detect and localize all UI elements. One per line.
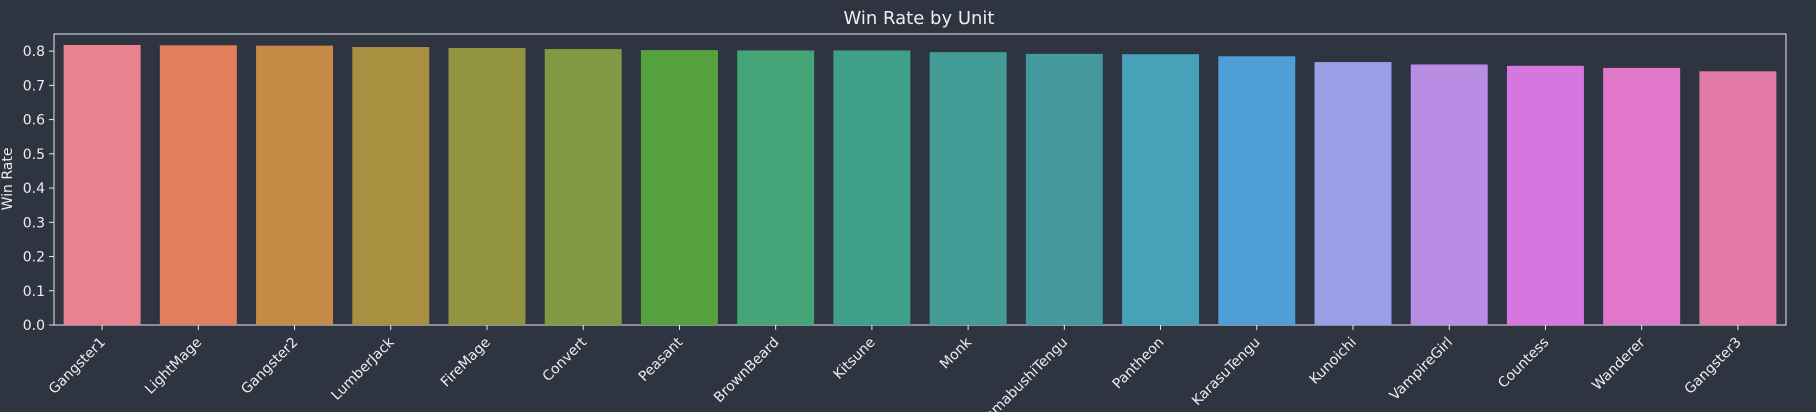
bar-YamabushiTengu — [1025, 53, 1103, 325]
plot-frame — [53, 33, 1787, 326]
bar-Gangster2 — [256, 45, 334, 325]
bar-Kitsune — [833, 50, 911, 325]
y-tick-label-6: 0.6 — [23, 113, 45, 129]
bar-VampireGirl — [1410, 64, 1488, 325]
bar-Countess — [1506, 65, 1584, 326]
y-axis-label: Win Rate — [0, 148, 16, 211]
bar-Kunoichi — [1314, 62, 1392, 326]
y-tick-label-3: 0.3 — [23, 215, 45, 231]
y-tick-label-5: 0.5 — [23, 147, 45, 163]
bar-Monk — [929, 52, 1007, 325]
bar-Gangster1 — [63, 44, 141, 326]
bar-KarasuTengu — [1218, 56, 1296, 326]
y-tick-label-0: 0.0 — [23, 318, 45, 334]
y-tick-label-4: 0.4 — [23, 181, 45, 197]
bar-LumberJack — [352, 47, 430, 326]
bar-FireMage — [448, 48, 526, 326]
chart-title: Win Rate by Unit — [844, 8, 995, 29]
y-tick-label-7: 0.7 — [23, 78, 45, 94]
bar-LightMage — [159, 45, 237, 326]
bar-Pantheon — [1122, 54, 1200, 325]
bar-Gangster3 — [1699, 71, 1777, 325]
y-tick-label-1: 0.1 — [23, 284, 45, 300]
bar-BrownBeard — [737, 50, 815, 325]
y-tick-label-8: 0.8 — [23, 44, 45, 60]
bar-Peasant — [640, 50, 718, 326]
y-tick-label-2: 0.2 — [23, 250, 45, 266]
bar-Wanderer — [1603, 67, 1681, 325]
bar-Convert — [544, 49, 622, 325]
